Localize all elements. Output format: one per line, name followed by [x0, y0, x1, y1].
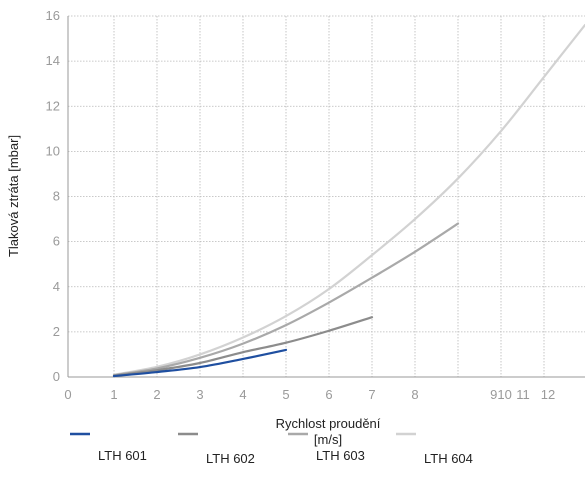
series-line-4 [112, 23, 585, 376]
legend-label: LTH 601 [98, 448, 147, 463]
legend: LTH 601 LTH 602 LTH 603 LTH 604 [70, 432, 473, 466]
y-tick-label: 12 [46, 98, 60, 113]
series-lines [112, 23, 585, 378]
x-tick-label: 910 [490, 387, 512, 402]
axes [67, 16, 585, 378]
x-tick-label: 0 [64, 387, 71, 402]
x-tick-label: 5 [282, 387, 289, 402]
x-tick-label: 3 [196, 387, 203, 402]
x-tick-label: 8 [411, 387, 418, 402]
x-tick-label: 6 [325, 387, 332, 402]
x-tick-label: 4 [239, 387, 246, 402]
x-tick-label: 7 [368, 387, 375, 402]
legend-label: LTH 602 [206, 451, 255, 466]
grid [68, 15, 585, 377]
legend-label: LTH 604 [424, 451, 473, 466]
y-axis-title: Tlaková ztráta [mbar] [6, 135, 21, 257]
x-axis-unit: [m/s] [314, 432, 342, 447]
y-tick-label: 4 [53, 279, 60, 294]
x-tick-label: 1 [110, 387, 117, 402]
series-line-3 [112, 222, 460, 377]
legend-label: LTH 603 [316, 448, 365, 463]
y-tick-label: 8 [53, 189, 60, 204]
y-tick-label: 2 [53, 324, 60, 339]
y-tick-label: 16 [46, 8, 60, 23]
x-tick-label: 11 [516, 387, 530, 402]
y-tick-label: 6 [53, 234, 60, 249]
series-line-1 [112, 348, 288, 378]
y-tick-label: 14 [46, 53, 60, 68]
x-tick-label: 12 [541, 387, 555, 402]
x-axis-title: Rychlost proudění [276, 416, 381, 431]
series-line-2 [112, 316, 374, 377]
x-tick-label: 2 [153, 387, 160, 402]
y-tick-label: 0 [53, 369, 60, 384]
y-tick-label: 10 [46, 143, 60, 158]
